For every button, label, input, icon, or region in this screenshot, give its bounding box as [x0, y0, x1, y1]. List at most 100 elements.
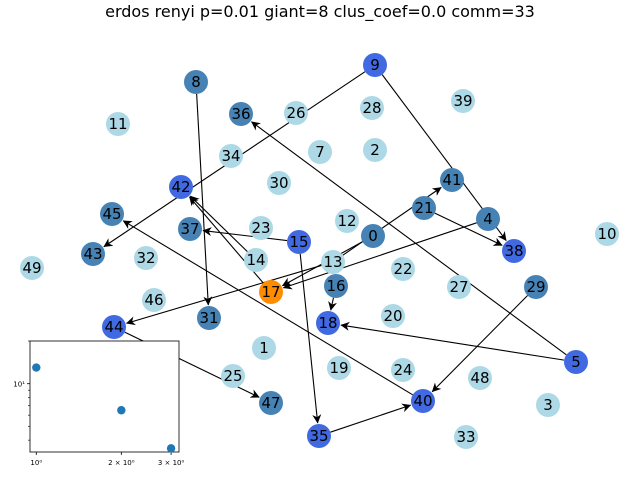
node-4: 4	[476, 207, 500, 231]
node-label-34: 34	[221, 147, 240, 165]
node-circle-26	[284, 101, 308, 125]
node-21: 21	[412, 196, 436, 220]
node-29: 29	[524, 275, 548, 299]
node-circle-19	[327, 356, 351, 380]
edge-29-40	[431, 295, 528, 393]
node-circle-23	[249, 216, 273, 240]
node-20: 20	[381, 304, 405, 328]
node-label-29: 29	[526, 278, 545, 296]
node-label-16: 16	[326, 277, 345, 295]
node-label-1: 1	[259, 339, 269, 357]
node-circle-32	[134, 246, 158, 270]
node-label-0: 0	[368, 227, 378, 245]
node-13: 13	[321, 250, 345, 274]
node-18: 18	[316, 311, 340, 335]
node-22: 22	[391, 257, 415, 281]
node-17: 17	[259, 280, 283, 304]
graph-title: erdos renyi p=0.01 giant=8 clus_coef=0.0…	[105, 2, 535, 21]
edge-40-45	[122, 220, 413, 396]
edge-14-42	[189, 195, 248, 253]
inset-point-2	[166, 444, 176, 453]
node-circle-3	[536, 393, 560, 417]
node-8: 8	[184, 70, 208, 94]
edge-5-36	[251, 121, 567, 356]
node-label-12: 12	[337, 212, 356, 230]
node-label-28: 28	[362, 99, 381, 117]
node-35: 35	[307, 424, 331, 448]
node-circle-1	[252, 336, 276, 360]
node-label-40: 40	[413, 392, 432, 410]
node-label-20: 20	[383, 307, 402, 325]
node-19: 19	[327, 356, 351, 380]
node-circle-12	[335, 209, 359, 233]
node-33: 33	[454, 425, 478, 449]
node-label-13: 13	[323, 253, 342, 271]
node-circle-48	[468, 366, 492, 390]
node-label-5: 5	[571, 353, 581, 371]
node-circle-39	[451, 89, 475, 113]
inset-ytick-label-0: 10¹	[13, 381, 25, 389]
node-label-14: 14	[246, 251, 265, 269]
node-label-3: 3	[543, 396, 553, 414]
node-24: 24	[391, 358, 415, 382]
inset-xtick-label-2: 3 × 10⁰	[158, 459, 185, 467]
node-circle-2	[363, 138, 387, 162]
node-circle-9	[363, 53, 387, 77]
node-circle-15	[287, 230, 311, 254]
node-circle-24	[391, 358, 415, 382]
node-circle-38	[502, 239, 526, 263]
node-7: 7	[308, 140, 332, 164]
node-30: 30	[267, 171, 291, 195]
node-label-38: 38	[504, 242, 523, 260]
node-0: 0	[361, 224, 385, 248]
node-31: 31	[197, 306, 221, 330]
node-label-46: 46	[144, 291, 163, 309]
node-27: 27	[447, 275, 471, 299]
node-circle-34	[219, 144, 243, 168]
node-23: 23	[249, 216, 273, 240]
node-5: 5	[564, 350, 588, 374]
node-40: 40	[411, 389, 435, 413]
node-1: 1	[252, 336, 276, 360]
node-circle-10	[595, 222, 619, 246]
node-46: 46	[142, 288, 166, 312]
node-label-49: 49	[22, 259, 41, 277]
edge-35-40	[330, 403, 412, 433]
node-32: 32	[134, 246, 158, 270]
node-circle-47	[259, 391, 283, 415]
node-label-10: 10	[597, 225, 616, 243]
node-circle-35	[307, 424, 331, 448]
node-11: 11	[106, 112, 130, 136]
inset-xtick-label-1: 2 × 10⁰	[108, 459, 135, 467]
node-label-37: 37	[180, 220, 199, 238]
node-circle-0	[361, 224, 385, 248]
node-16: 16	[324, 274, 348, 298]
node-circle-8	[184, 70, 208, 94]
node-circle-40	[411, 389, 435, 413]
inset-points	[32, 363, 176, 453]
node-circle-18	[316, 311, 340, 335]
node-38: 38	[502, 239, 526, 263]
inset-point-1	[117, 406, 126, 415]
edge-5-18	[340, 321, 565, 361]
node-circle-27	[447, 275, 471, 299]
node-9: 9	[363, 53, 387, 77]
node-circle-7	[308, 140, 332, 164]
node-circle-36	[229, 102, 253, 126]
node-label-9: 9	[370, 56, 380, 74]
node-label-25: 25	[223, 367, 242, 385]
node-41: 41	[440, 168, 464, 192]
node-47: 47	[259, 391, 283, 415]
node-45: 45	[100, 202, 124, 226]
node-label-41: 41	[442, 171, 461, 189]
node-circle-49	[20, 256, 44, 280]
node-label-36: 36	[231, 105, 250, 123]
edge-13-44	[126, 264, 322, 326]
node-34: 34	[219, 144, 243, 168]
node-48: 48	[468, 366, 492, 390]
node-circle-14	[244, 248, 268, 272]
node-36: 36	[229, 102, 253, 126]
node-label-32: 32	[136, 249, 155, 267]
node-circle-28	[360, 96, 384, 120]
node-circle-25	[221, 364, 245, 388]
